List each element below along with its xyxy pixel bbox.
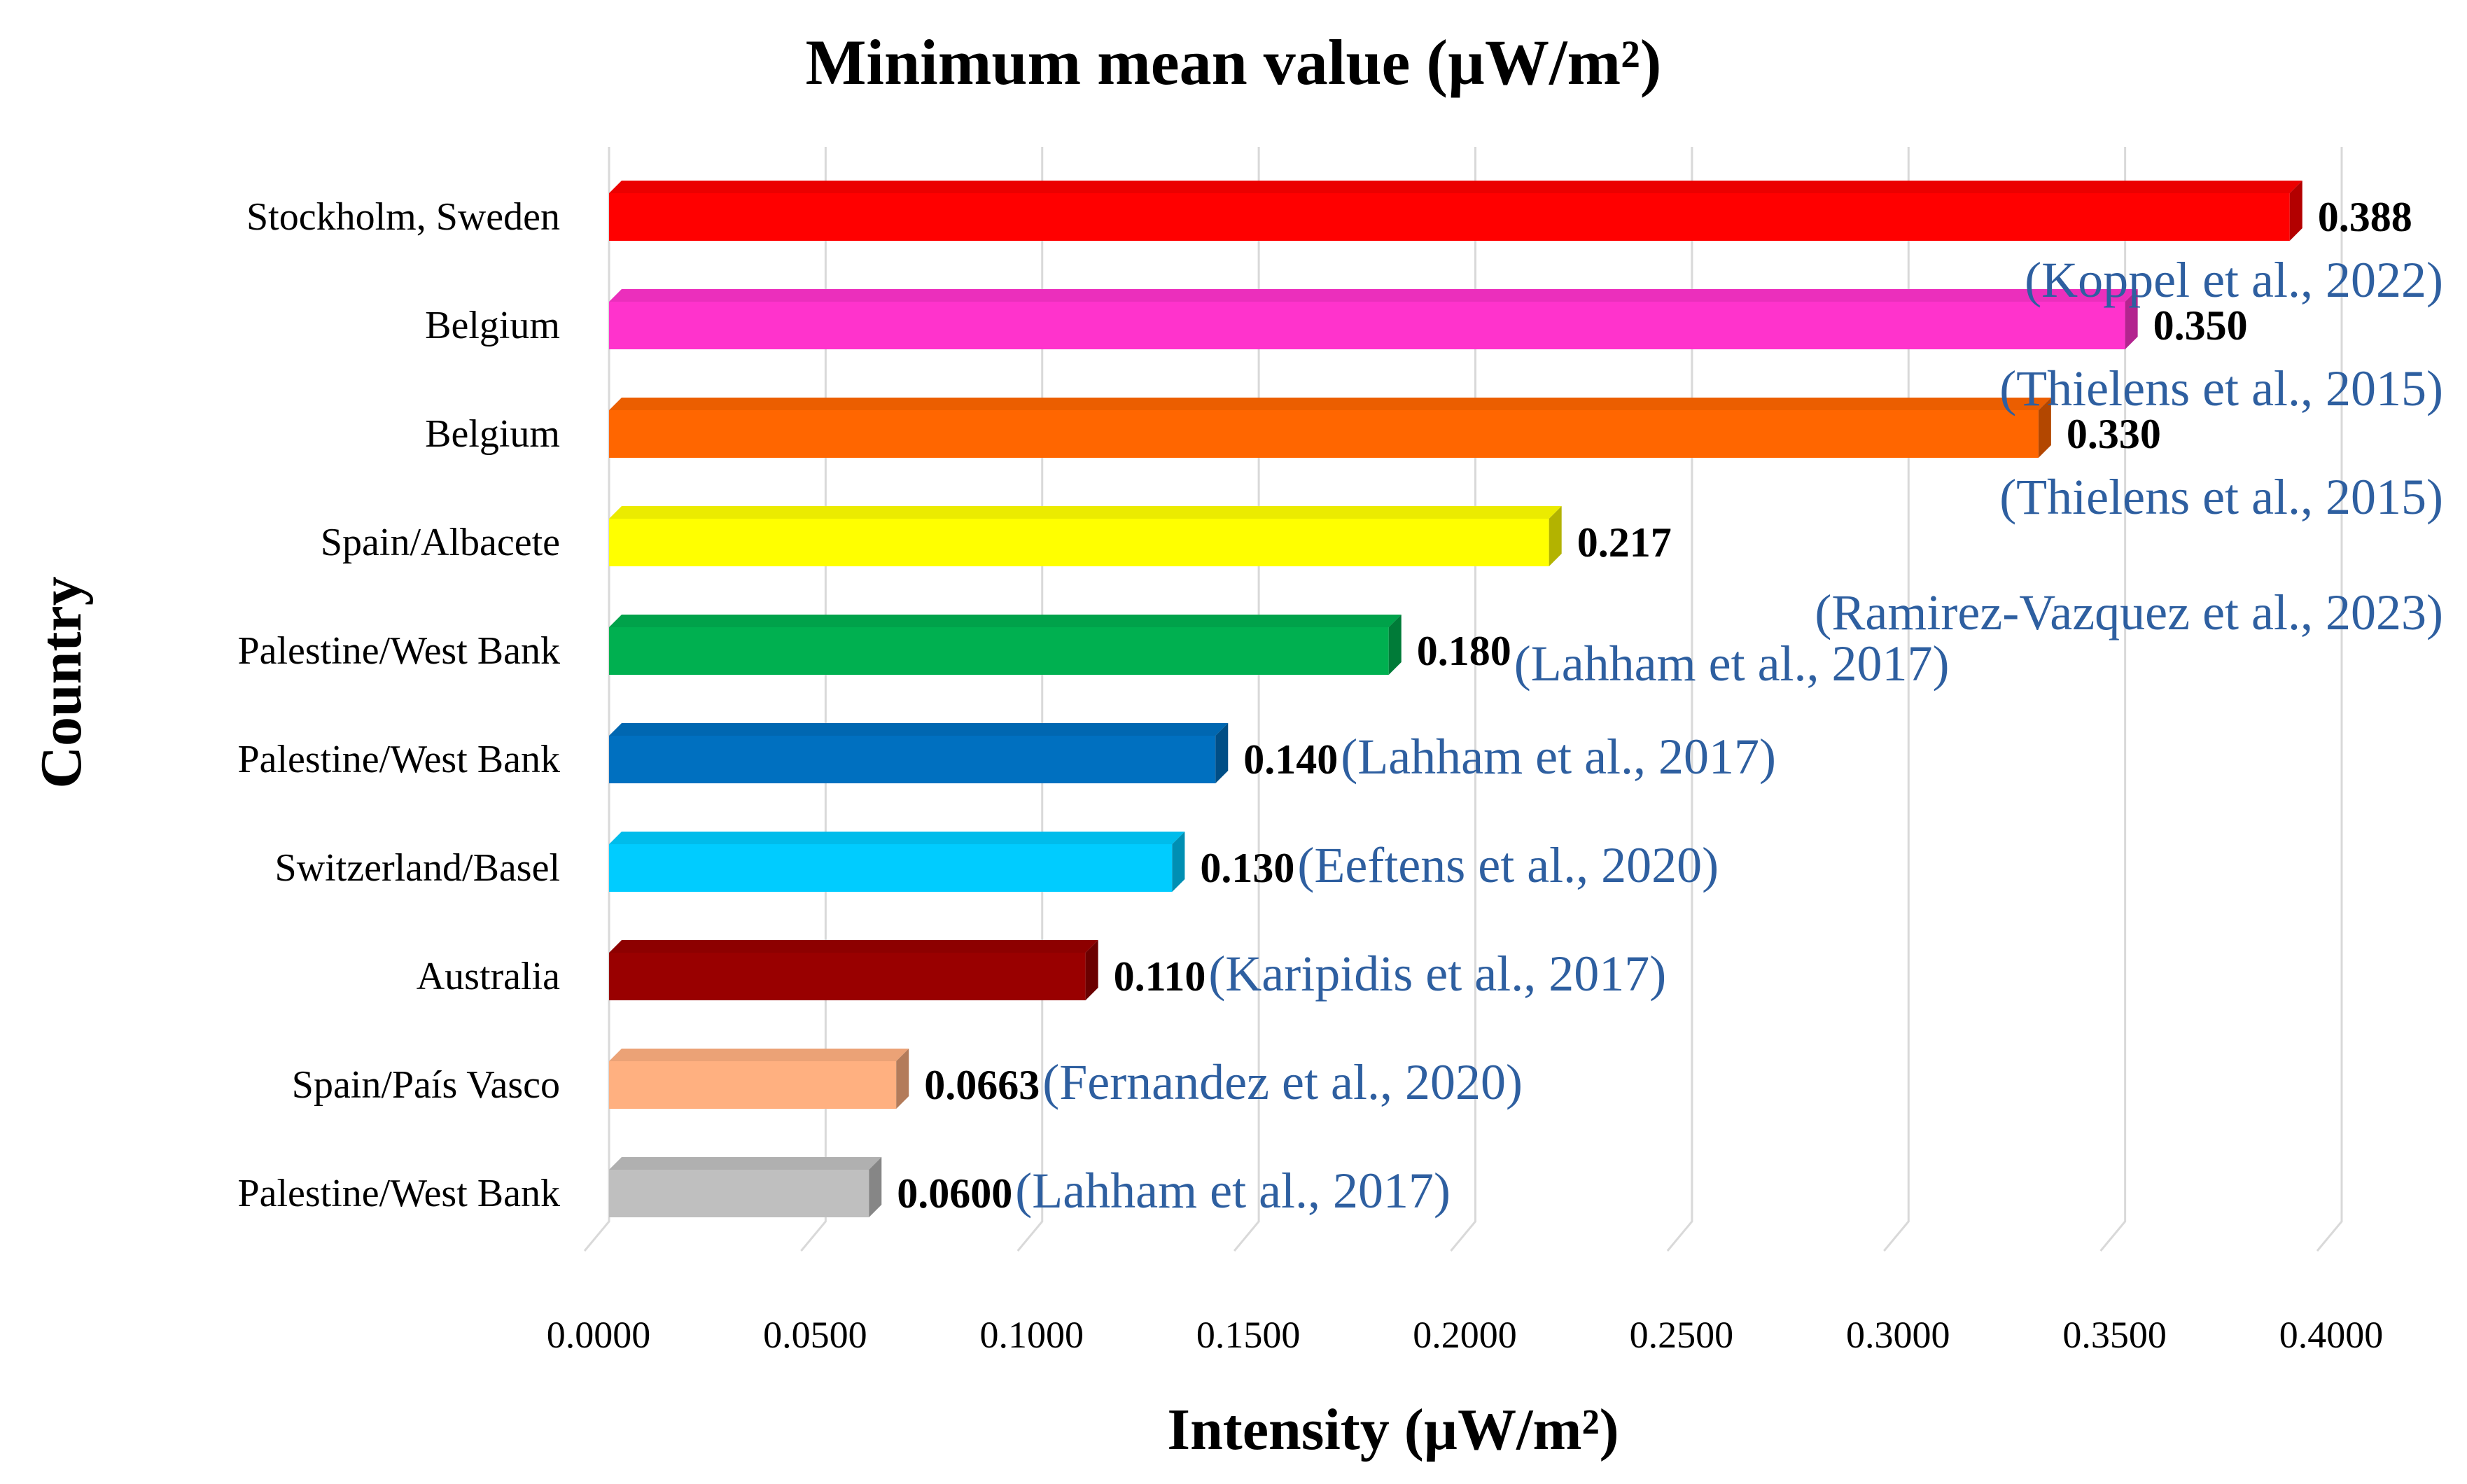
- x-tick-label: 0.0000: [547, 1314, 651, 1356]
- gridline: [2099, 147, 2127, 1252]
- bar-top-face: [609, 181, 2302, 193]
- bar-end-face: [1549, 506, 1562, 566]
- gridline: [1016, 147, 1044, 1252]
- bar: [609, 410, 2039, 458]
- category-label: Palestine/West Bank: [237, 738, 560, 781]
- category-label: Spain/Albacete: [321, 521, 560, 564]
- bar: [609, 953, 1086, 1000]
- bar-end-face: [896, 1049, 909, 1109]
- source-label: (Thielens et al., 2015): [1999, 360, 2443, 416]
- source-label: (Karipidis et al., 2017): [1208, 946, 1666, 1002]
- gridline: [1450, 147, 1476, 1252]
- bar-end-face: [2125, 289, 2138, 349]
- gridline: [1666, 147, 1693, 1252]
- category-label: Belgium: [425, 412, 560, 456]
- bar-top-face: [609, 832, 1185, 844]
- value-label: 0.388: [2318, 194, 2412, 240]
- x-tick-label: 0.1000: [980, 1314, 1084, 1356]
- gridline: [1233, 147, 1260, 1252]
- bar-top-face: [609, 940, 1098, 953]
- bar: [609, 736, 1216, 783]
- y-axis-title: Country: [29, 576, 94, 788]
- x-tick-label: 0.2000: [1413, 1314, 1517, 1356]
- x-tick-label: 0.3000: [1846, 1314, 1950, 1356]
- bar-top-face: [609, 723, 1229, 736]
- gridline: [583, 147, 610, 1252]
- x-tick-label: 0.0500: [763, 1314, 867, 1356]
- bar: [609, 302, 2125, 349]
- x-tick-label: 0.4000: [2279, 1314, 2384, 1356]
- value-label: 0.330: [2067, 411, 2161, 457]
- bar-top-face: [609, 1049, 909, 1061]
- bars: [609, 181, 2302, 1217]
- value-label: 0.140: [1243, 736, 1338, 783]
- gridline: [800, 147, 827, 1252]
- bar-top-face: [609, 289, 2138, 302]
- bar-end-face: [1172, 832, 1185, 892]
- category-label: Australia: [417, 955, 560, 998]
- chart-title: Minimum mean value (µW/m²): [806, 27, 1662, 98]
- category-label: Palestine/West Bank: [237, 1172, 560, 1215]
- value-label: 0.0600: [897, 1170, 1012, 1217]
- source-label: (Lahham et al., 2017): [1015, 1163, 1451, 1219]
- bar-end-face: [2289, 181, 2302, 241]
- bar-end-face: [2038, 398, 2051, 458]
- bar-top-face: [609, 615, 1402, 627]
- bar: [609, 1061, 897, 1109]
- value-label: 0.180: [1417, 628, 1511, 674]
- bar: [609, 844, 1173, 892]
- bar: [609, 193, 2290, 241]
- bar-top-face: [609, 506, 1562, 519]
- gridlines: [583, 147, 2343, 1252]
- value-label: 0.110: [1114, 953, 1206, 1000]
- bar-end-face: [1215, 723, 1229, 783]
- value-label: 0.130: [1200, 845, 1294, 891]
- source-label: (Lahham et al., 2017): [1514, 636, 1950, 692]
- gridline: [1883, 147, 1910, 1252]
- bar-top-face: [609, 398, 2051, 410]
- x-tick-label: 0.1500: [1196, 1314, 1301, 1356]
- value-label: 0.217: [1577, 519, 1672, 566]
- source-label: (Eeftens et al., 2020): [1297, 837, 1719, 893]
- source-label: (Ramirez-Vazquez et al., 2023): [1815, 584, 2443, 640]
- value-label: 0.0663: [924, 1062, 1040, 1108]
- gridline: [2316, 147, 2343, 1252]
- bar-top-face: [609, 1157, 882, 1170]
- bar: [609, 519, 1549, 566]
- source-label: (Thielens et al., 2015): [1999, 469, 2443, 525]
- source-label: (Fernandez et al., 2020): [1042, 1054, 1523, 1110]
- bar: [609, 1170, 869, 1217]
- bar-end-face: [1085, 940, 1098, 1000]
- value-label: 0.350: [2153, 302, 2248, 349]
- category-label: Switzerland/Basel: [275, 846, 560, 890]
- source-label: (Lahham et al., 2017): [1341, 729, 1776, 785]
- bar: [609, 627, 1389, 675]
- category-label: Palestine/West Bank: [237, 629, 560, 673]
- bar-end-face: [1388, 615, 1402, 675]
- category-label: Belgium: [425, 304, 560, 347]
- x-axis-ticks: 0.0000 0.0500 0.1000 0.1500 0.2000 0.2500 0.30…: [547, 1314, 2384, 1356]
- bar-labels: Stockholm, Sweden 0.388 (Koppel et al., 20…: [237, 194, 2443, 1219]
- source-label: (Koppel et al., 2022): [2025, 252, 2443, 308]
- x-tick-label: 0.3500: [2062, 1314, 2167, 1356]
- x-axis-title: Intensity (µW/m²): [1167, 1397, 1619, 1462]
- category-label: Stockholm, Sweden: [246, 195, 560, 239]
- bar-end-face: [869, 1157, 882, 1217]
- category-label: Spain/País Vasco: [292, 1063, 560, 1107]
- x-tick-label: 0.2500: [1630, 1314, 1734, 1356]
